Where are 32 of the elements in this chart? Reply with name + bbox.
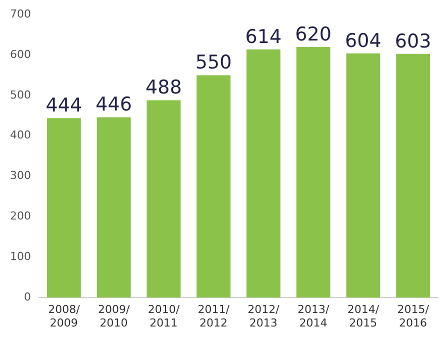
data-label: 444 [46,94,82,117]
y-tick-label: 700 [10,7,31,20]
bar [46,118,81,298]
data-label: 446 [96,94,132,116]
data-label: 550 [195,52,232,74]
y-tick-label: 400 [10,128,31,142]
y-tick-label: 600 [10,48,31,61]
y-tick-label: 300 [10,169,31,182]
data-label: 604 [345,30,382,52]
bar [296,46,330,298]
x-tick-label: 2013/ 2014 [297,303,330,330]
y-tick-label: 100 [10,250,31,264]
y-tick-label: 500 [10,88,31,102]
y-tick-label: 0 [24,290,31,304]
x-tick-label: 2010/ 2011 [148,303,180,330]
data-label: 603 [394,30,432,52]
x-tick-label: 2011/ 2012 [198,303,230,330]
x-tick-label: 2008/ 2009 [48,303,80,330]
x-tick-label: 2012/ 2013 [248,303,280,330]
data-label: 614 [245,26,282,48]
data-label: 488 [146,76,182,99]
bar [96,117,131,298]
data-label: 620 [295,23,332,46]
bar [346,53,380,298]
y-tick-label: 200 [10,210,31,223]
bar [146,100,181,298]
x-tick-label: 2015/ 2016 [397,303,430,330]
bar [396,54,430,298]
x-tick-label: 2009/ 2010 [98,303,130,330]
bar [196,75,231,298]
x-tick-label: 2014/ 2015 [347,303,380,330]
bar [246,49,280,298]
